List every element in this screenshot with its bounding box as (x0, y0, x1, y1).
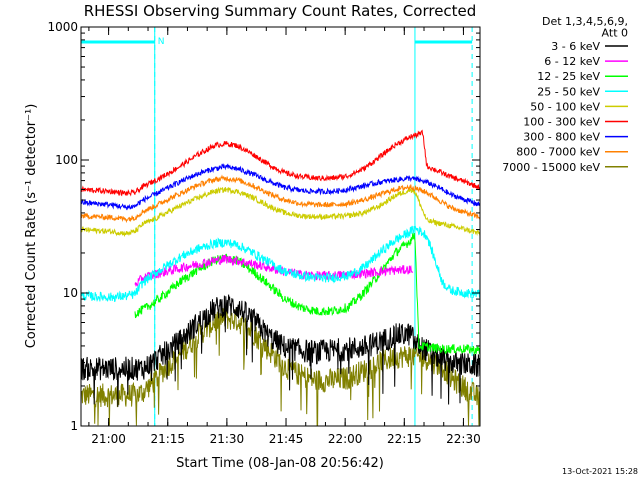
series-line (80, 174, 481, 224)
legend-entry-label: 800 - 7000 keV (516, 146, 600, 159)
series-line (80, 308, 481, 426)
x-tick-label: 21:45 (269, 432, 304, 446)
x-tick-label: 22:30 (446, 432, 481, 446)
y-tick-label: 1 (70, 419, 78, 433)
series-line (134, 254, 414, 288)
legend-entry-label: 100 - 300 keV (523, 116, 600, 129)
legend-entry-label: 3 - 6 keV (551, 40, 600, 53)
y-tick-label: 10 (63, 286, 78, 300)
x-tick-label: 21:00 (91, 432, 126, 446)
legend-entry-label: 50 - 100 keV (530, 100, 600, 113)
y-tick-label: 100 (55, 153, 78, 167)
series-line (80, 162, 481, 211)
legend-entry-label: 12 - 25 keV (537, 70, 600, 83)
legend-entry-label: 7000 - 15000 keV (502, 161, 600, 174)
x-tick-label: 22:15 (387, 432, 422, 446)
x-tick-label: 21:30 (210, 432, 245, 446)
x-axis-label: Start Time (08-Jan-08 20:56:42) (176, 456, 384, 471)
series-line (81, 224, 481, 303)
x-tick-label: 21:15 (150, 432, 185, 446)
plot-frame (80, 26, 481, 427)
chart-title: RHESSI Observing Summary Count Rates, Co… (84, 2, 477, 20)
series-line (80, 129, 481, 197)
series-line (134, 232, 481, 355)
y-axis-label: Corrected Count Rate (s⁻¹ detector⁻¹) (24, 104, 39, 349)
y-tick-label: 1000 (47, 20, 78, 34)
legend-header: Att 0 (602, 27, 628, 40)
legend: Det 1,3,4,5,6,9,Att 03 - 6 keV 6 - 12 keV… (502, 15, 628, 174)
timestamp: 13-Oct-2021 15:28 (562, 467, 638, 476)
legend-entry-label: 6 - 12 keV (544, 55, 600, 68)
x-tick-label: 22:00 (328, 432, 363, 446)
legend-entry-label: 25 - 50 keV (537, 85, 600, 98)
legend-entry-label: 300 - 800 keV (523, 131, 600, 144)
legend-header: Det 1,3,4,5,6,9, (542, 15, 628, 28)
series-line (80, 294, 481, 407)
axes-frame: 21:00 21:15 21:30 21:45 22:00 22:15 22:30 1 10 10… (47, 20, 480, 446)
plot-area: N (80, 27, 481, 426)
flag-label: N (158, 37, 165, 47)
